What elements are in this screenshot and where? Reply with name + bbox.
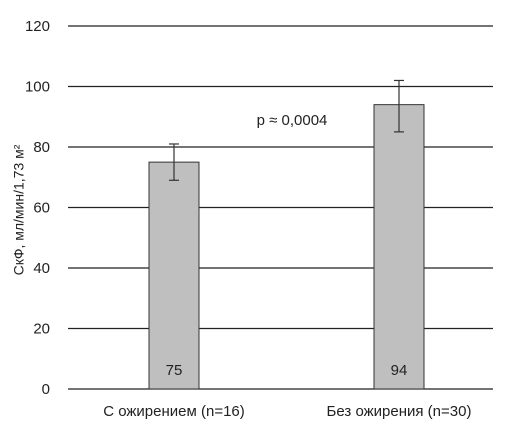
y-tick-label: 60 xyxy=(33,200,50,217)
category-labels: С ожирением (n=16) Без ожирения (n=30) xyxy=(103,403,471,420)
y-tick-label: 80 xyxy=(33,139,50,156)
y-tick-label: 20 xyxy=(33,321,50,338)
error-bars xyxy=(169,79,404,181)
bar-value-labels: 75 94 xyxy=(166,362,408,379)
bars xyxy=(148,104,425,390)
category-label: Без ожирения (n=30) xyxy=(327,403,472,420)
y-tick-label: 0 xyxy=(42,381,50,398)
gridlines xyxy=(68,25,493,390)
y-tick-label: 100 xyxy=(25,79,50,96)
y-axis-label: СкФ, мл/мин/1,73 м² xyxy=(11,144,27,275)
bar xyxy=(148,161,200,390)
bar-value-label: 75 xyxy=(166,362,183,379)
bar xyxy=(373,104,425,390)
category-label: С ожирением (n=16) xyxy=(103,403,245,420)
p-value-annotation: p ≈ 0,0004 xyxy=(257,112,328,129)
bar-value-label: 94 xyxy=(391,362,408,379)
y-tick-label: 40 xyxy=(33,260,50,277)
y-tick-label: 120 xyxy=(25,18,50,35)
y-tick-labels: 0 20 40 60 80 100 120 xyxy=(25,18,50,398)
